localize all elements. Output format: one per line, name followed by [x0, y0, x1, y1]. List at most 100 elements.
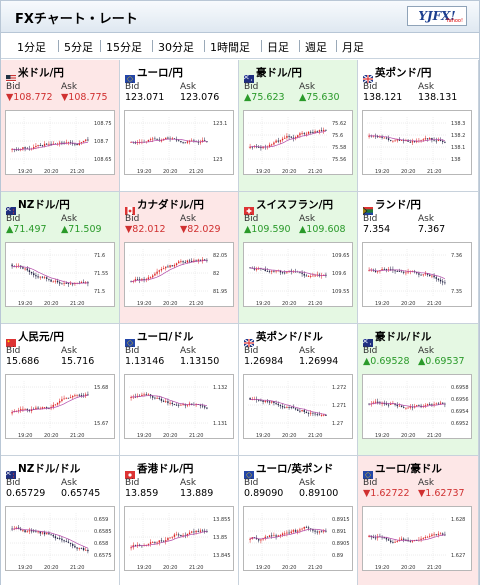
- candle-body: [284, 407, 286, 409]
- pair-name[interactable]: 英ポンド/ドル: [256, 330, 323, 343]
- za-flag-icon: [363, 200, 373, 215]
- candle-body: [193, 260, 195, 262]
- pair-cell[interactable]: 人民元/円 Bid Ask 15.686 15.716 15.68 15.67 19:20 20…: [1, 324, 120, 456]
- pair-name[interactable]: 豪ドル/円: [256, 66, 302, 79]
- moving-average-line: [131, 395, 207, 406]
- pair-cell[interactable]: ユーロ/ドル Bid Ask 1.13146 1.13150 1.132 1.131 19:2…: [120, 324, 239, 456]
- candle-body: [305, 275, 308, 277]
- mini-chart[interactable]: 0.6958 0.6956 0.6954 0.6952 19:20 20:20 21:20: [362, 374, 472, 439]
- mini-chart[interactable]: 82.05 82 81.95 19:20 20:20 21:20: [124, 242, 234, 307]
- tab-0[interactable]: 1分足: [17, 41, 46, 54]
- candle-body: [281, 533, 284, 536]
- candle-body: [411, 540, 414, 542]
- pair-name[interactable]: ランド/円: [375, 198, 421, 211]
- pair-cell[interactable]: ユーロ/円 Bid Ask 123.071 123.076 123.1 123 19:20 20…: [120, 60, 239, 192]
- mini-chart[interactable]: 15.68 15.67 19:20 20:20 21:20: [5, 374, 115, 439]
- x-tick-label: 20:20: [44, 301, 58, 307]
- mini-chart[interactable]: 0.659 0.6585 0.658 0.6575 19:20 20:20 21:20: [5, 506, 115, 571]
- pair-name[interactable]: カナダドル/円: [137, 198, 204, 211]
- candle-body: [201, 405, 204, 407]
- candle-body: [56, 402, 59, 405]
- x-tick-label: 19:20: [137, 301, 151, 307]
- tab-4[interactable]: 1時間足: [210, 41, 250, 54]
- pair-name[interactable]: 豪ドル/ドル: [375, 330, 432, 343]
- pair-cell[interactable]: NZドル/円 Bid Ask ▲71.497 ▲71.509 71.6 71.55 71.5 1…: [1, 192, 120, 324]
- pair-name[interactable]: 米ドル/円: [18, 66, 64, 79]
- ask-value: 123.076: [180, 92, 220, 103]
- pair-cell[interactable]: ユーロ/豪ドル Bid Ask ▼1.62722 ▼1.62737 1.628 1.627 1…: [358, 456, 479, 585]
- bid-label: Bid: [125, 346, 140, 356]
- pair-name[interactable]: 人民元/円: [18, 330, 64, 343]
- mini-chart[interactable]: 1.272 1.271 1.27 19:20 20:20 21:20: [243, 374, 353, 439]
- candle-body: [173, 403, 176, 405]
- pair-cell[interactable]: 英ポンド/円 Bid Ask 138.121 138.131 138.3 138.2 138.…: [358, 60, 479, 192]
- mini-chart[interactable]: 7.36 7.35 19:20 20:20 21:20: [362, 242, 472, 307]
- ask-value: 0.65745: [61, 488, 101, 499]
- candle-body: [264, 269, 266, 272]
- pair-cell[interactable]: スイスフラン/円 Bid Ask ▲109.590 ▲109.608 109.65 109.…: [239, 192, 358, 324]
- yjfx-logo[interactable]: YJFX! Yahoo!: [407, 6, 467, 26]
- candle-body: [431, 137, 433, 140]
- pair-header: 豪ドル/円: [243, 65, 302, 83]
- bid-label: Bid: [6, 346, 21, 356]
- pair-name[interactable]: ユーロ/英ポンド: [256, 462, 334, 475]
- mini-chart[interactable]: 123.1 123 19:20 20:20 21:20: [124, 110, 234, 175]
- mini-chart[interactable]: 71.6 71.55 71.5 19:20 20:20 21:20: [5, 242, 115, 307]
- tab-separator: [261, 40, 262, 52]
- pair-cell[interactable]: 米ドル/円 Bid Ask ▼108.772 ▼108.775 108.75 108.7 10…: [1, 60, 120, 192]
- pair-name[interactable]: 英ポンド/円: [375, 66, 432, 79]
- pair-cell[interactable]: 豪ドル/円 Bid Ask ▲75.623 ▲75.630 75.62 75.6 75.58 7…: [239, 60, 358, 192]
- tab-2[interactable]: 15分足: [106, 41, 142, 54]
- tab-6[interactable]: 週足: [305, 41, 327, 54]
- tab-7[interactable]: 月足: [342, 41, 364, 54]
- mini-chart[interactable]: 13.855 13.85 13.845 19:20 20:20 21:20: [124, 506, 234, 571]
- pair-cell[interactable]: ランド/円 Bid Ask 7.354 7.367 7.36 7.35 19:20 20:20 2…: [358, 192, 479, 324]
- pair-cell[interactable]: 豪ドル/ドル Bid Ask ▲0.69528 ▲0.69537 0.6958 0.6956…: [358, 324, 479, 456]
- mini-chart[interactable]: 138.3 138.2 138.1 138 19:20 20:20 21:20: [362, 110, 472, 175]
- candle-body: [390, 404, 392, 405]
- x-tick-label: 21:20: [189, 301, 203, 307]
- mini-chart[interactable]: 75.62 75.6 75.58 75.56 19:20 20:20 21:20: [243, 110, 353, 175]
- candle-body: [74, 395, 76, 397]
- pair-cell[interactable]: ユーロ/英ポンド Bid Ask 0.89090 0.89100 0.8915 0.891 0…: [239, 456, 358, 585]
- pair-name[interactable]: ユーロ/豪ドル: [375, 462, 442, 475]
- bid-label: Bid: [363, 214, 378, 224]
- pair-name[interactable]: ユーロ/円: [137, 66, 183, 79]
- tab-1[interactable]: 5分足: [64, 41, 93, 54]
- pair-name[interactable]: スイスフラン/円: [256, 198, 334, 211]
- pair-name[interactable]: NZドル/ドル: [18, 462, 81, 475]
- mini-chart[interactable]: 109.65 109.6 109.55 19:20 20:20 21:20: [243, 242, 353, 307]
- x-tick-label: 21:20: [189, 433, 203, 439]
- candle-body: [325, 530, 327, 532]
- candle-body: [141, 278, 143, 281]
- candle-body: [82, 282, 85, 283]
- candle-body: [286, 407, 288, 408]
- candle-body: [260, 400, 262, 402]
- pair-cell[interactable]: NZドル/ドル Bid Ask 0.65729 0.65745 0.659 0.6585 0.…: [1, 456, 120, 585]
- candlestick-chart: 13.855 13.85 13.845 19:20 20:20 21:20: [129, 513, 231, 571]
- bid-label: Bid: [6, 82, 21, 92]
- x-tick-label: 20:20: [401, 301, 415, 307]
- mini-chart[interactable]: 1.628 1.627 19:20 20:20 21:20: [362, 506, 472, 571]
- candle-body: [76, 394, 78, 396]
- candle-body: [323, 414, 325, 416]
- pair-cell[interactable]: 香港ドル/円 Bid Ask 13.859 13.889 13.855 13.85 13.84…: [120, 456, 239, 585]
- mini-chart[interactable]: 0.8915 0.891 0.8905 0.89 19:20 20:20 21:20: [243, 506, 353, 571]
- candle-body: [264, 400, 266, 402]
- pair-name[interactable]: ユーロ/ドル: [137, 330, 194, 343]
- mini-chart[interactable]: 108.75 108.7 108.65 19:20 20:20 21:20: [5, 110, 115, 175]
- x-tick-label: 21:20: [70, 565, 84, 571]
- pair-name[interactable]: NZドル/円: [18, 198, 70, 211]
- pair-name[interactable]: 香港ドル/円: [137, 462, 194, 475]
- tab-5[interactable]: 日足: [267, 41, 289, 54]
- y-tick-label: 123.1: [213, 121, 227, 127]
- tab-3[interactable]: 30分足: [158, 41, 194, 54]
- candle-body: [193, 531, 195, 533]
- candle-body: [11, 412, 13, 414]
- mini-chart[interactable]: 1.132 1.131 19:20 20:20 21:20: [124, 374, 234, 439]
- candle-body: [11, 264, 13, 267]
- pair-cell[interactable]: 英ポンド/ドル Bid Ask 1.26984 1.26994 1.272 1.271 1.2…: [239, 324, 358, 456]
- candle-body: [437, 140, 440, 142]
- candle-body: [188, 532, 191, 534]
- pair-cell[interactable]: カナダドル/円 Bid Ask ▼82.012 ▼82.029 82.05 82 81.95 1…: [120, 192, 239, 324]
